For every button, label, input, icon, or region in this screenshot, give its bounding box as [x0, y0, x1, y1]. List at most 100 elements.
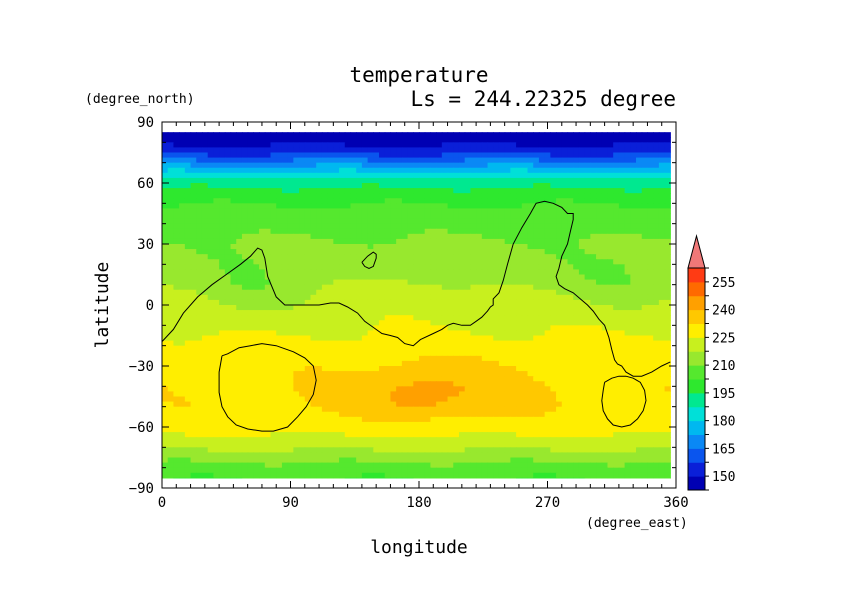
heatmap-cell-4743: [310, 401, 317, 408]
heatmap-cell-85: [647, 132, 654, 138]
heatmap-cell-1040: [510, 188, 517, 194]
heatmap-cell-376: [276, 152, 283, 159]
heatmap-cell-3395: [236, 325, 243, 332]
heatmap-cell-2767: [207, 289, 214, 296]
heatmap-cell-3468: [653, 325, 660, 332]
heatmap-cell-3947: [339, 355, 346, 362]
heatmap-cell-312: [419, 147, 426, 154]
heatmap-cell-2432: [327, 269, 334, 276]
heatmap-cell-2583: [173, 279, 180, 286]
heatmap-cell-1276: [333, 203, 340, 210]
heatmap-cell-48: [436, 132, 443, 138]
heatmap-cell-2838: [613, 289, 620, 296]
heatmap-cell-2208: [573, 254, 580, 260]
heatmap-cell-3312: [270, 320, 277, 326]
heatmap-cell-4726: [213, 401, 220, 408]
heatmap-cell-3351: [493, 320, 500, 326]
heatmap-cell-3166: [453, 310, 460, 316]
heatmap-cell-333: [538, 147, 546, 154]
heatmap-cell-1960: [173, 244, 180, 250]
heatmap-cell-549: [247, 162, 254, 169]
heatmap-cell-2115: [550, 249, 557, 255]
heatmap-cell-4771: [470, 401, 477, 408]
heatmap-cell-1064: [647, 188, 654, 194]
heatmap-cell-493: [436, 157, 443, 164]
heatmap-cell-2891: [407, 294, 414, 301]
heatmap-cell-249: [567, 142, 574, 149]
heatmap-cell-1522: [213, 218, 220, 225]
heatmap-cell-996: [259, 188, 266, 194]
heatmap-cell-871: [561, 177, 569, 184]
heatmap-cell-2003: [419, 244, 426, 250]
heatmap-cell-1822: [401, 233, 409, 240]
heatmap-cell-824: [293, 177, 300, 184]
heatmap-cell-3735: [653, 340, 660, 347]
heatmap-cell-3742: [184, 345, 192, 352]
heatmap-cell-2696: [310, 284, 317, 291]
heatmap-cell-2571: [613, 274, 620, 281]
heatmap-cell-4958: [521, 411, 529, 418]
heatmap-cell-1867: [658, 233, 666, 240]
heatmap-cell-3319: [310, 320, 317, 326]
heatmap-cell-1161: [184, 198, 192, 204]
heatmap-cell-4341: [556, 376, 563, 382]
heatmap-cell-952: [516, 183, 523, 189]
heatmap-cell-1575: [516, 218, 523, 225]
heatmap-cell-2095: [436, 249, 443, 255]
heatmap-cell-3045: [270, 305, 277, 311]
heatmap-cell-3258: [470, 315, 477, 321]
heatmap-cell-24: [299, 132, 306, 138]
heatmap-cell-1616: [241, 223, 249, 230]
heatmap-cell-1550: [373, 218, 380, 225]
heatmap-cell-4078: [578, 360, 586, 367]
heatmap-cell-4318: [424, 376, 432, 382]
heatmap-cell-4526: [596, 386, 603, 393]
heatmap-cell-4790: [578, 401, 586, 408]
heatmap-cell-2400: [653, 264, 660, 271]
heatmap-cell-3919: [179, 355, 186, 362]
heatmap-cell-1469: [419, 213, 426, 220]
heatmap-cell-2941: [184, 299, 192, 306]
heatmap-cell-1939: [561, 238, 569, 245]
heatmap-cell-711: [664, 167, 671, 174]
heatmap-cell-484: [384, 157, 392, 164]
heatmap-cell-1855: [590, 233, 597, 240]
heatmap-cell-2925: [601, 294, 609, 301]
heatmap-cell-3760: [287, 345, 294, 352]
heatmap-cell-692: [556, 167, 563, 174]
heatmap-cell-3557: [653, 330, 660, 337]
heatmap-cell-2389: [590, 264, 597, 271]
heatmap-cell-872: [567, 177, 574, 184]
heatmap-cell-717: [190, 172, 197, 179]
heatmap-cell-309: [401, 147, 409, 154]
heatmap-cell-1335: [162, 208, 169, 215]
heatmap-cell-1292: [424, 203, 432, 210]
heatmap-cell-1242: [647, 198, 654, 204]
heatmap-cell-4339: [544, 376, 551, 382]
heatmap-cell-3215: [224, 315, 232, 321]
heatmap-cell-1381: [424, 208, 432, 215]
heatmap-cell-4684: [481, 396, 489, 403]
heatmap-cell-87: [658, 132, 666, 138]
heatmap-cell-4574: [361, 391, 369, 398]
heatmap-cell-2756: [653, 284, 660, 291]
heatmap-cell-14: [241, 132, 249, 138]
heatmap-cell-432: [596, 152, 603, 159]
heatmap-cell-3053: [316, 305, 323, 311]
heatmap-cell-2695: [304, 284, 312, 291]
heatmap-cell-1230: [578, 198, 586, 204]
heatmap-cell-2500: [207, 274, 214, 281]
heatmap-cell-736: [299, 172, 306, 179]
heatmap-cell-4534: [641, 386, 649, 393]
heatmap-cell-4165: [567, 366, 574, 372]
heatmap-cell-3774: [367, 345, 374, 352]
heatmap-cell-3436: [470, 325, 477, 332]
heatmap-cell-919: [327, 183, 334, 189]
heatmap-cell-1288: [401, 203, 409, 210]
heatmap-cell-3096: [561, 305, 569, 311]
heatmap-cell-577: [407, 162, 414, 169]
heatmap-cell-1091: [293, 193, 300, 199]
heatmap-cell-2322: [207, 264, 214, 271]
heatmap-cell-2238: [236, 259, 243, 265]
heatmap-cell-3209: [190, 315, 197, 321]
